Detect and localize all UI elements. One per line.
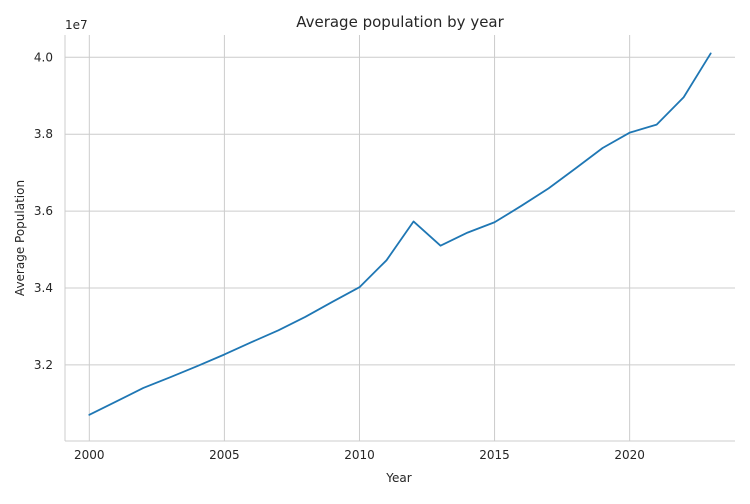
grid-layer [65,35,735,441]
x-tick-label: 2020 [614,448,645,462]
x-axis-label: Year [385,471,411,485]
y-tick-label: 3.4 [34,281,53,295]
y-tick-label: 3.8 [34,127,53,141]
y-axis-offset-label: 1e7 [65,18,88,32]
x-tick-label: 2010 [344,448,375,462]
y-tick-label: 4.0 [34,50,53,64]
y-tick-labels: 3.2 3.4 3.6 3.8 4.0 [34,50,53,372]
x-tick-label: 2000 [74,448,105,462]
x-tick-label: 2005 [209,448,240,462]
y-axis-label: Average Population [13,180,27,296]
x-tick-labels: 2000 2005 2010 2015 2020 [74,448,645,462]
series-line [88,52,712,416]
y-tick-label: 3.6 [34,204,53,218]
chart-title: Average population by year [296,13,504,31]
axes-layer [64,35,735,442]
series-layer [88,52,712,416]
y-tick-label: 3.2 [34,358,53,372]
x-tick-label: 2015 [479,448,510,462]
